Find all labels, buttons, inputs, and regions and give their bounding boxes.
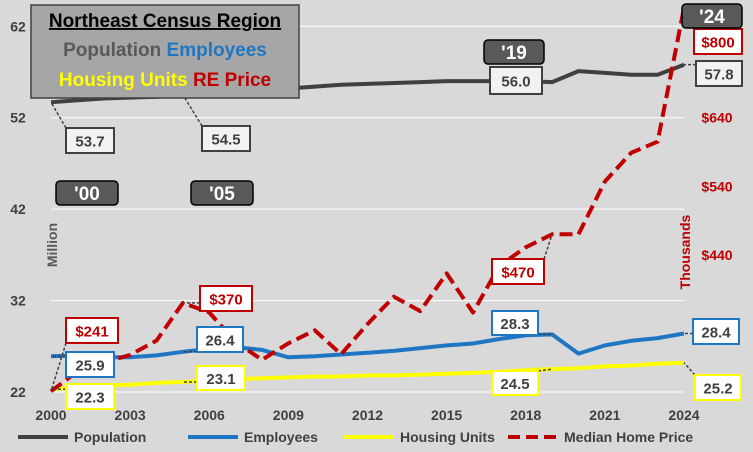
title-subline-part: Housing Units	[59, 70, 188, 91]
callout-labels: 53.7 54.5 56.0 57.8 25.9 26.4 28.3 28.4 22.3 23.1…	[65, 28, 743, 410]
y-left-tick-label: 42	[10, 201, 26, 217]
callout-box	[695, 60, 743, 87]
title-subline: Housing Units RE Price	[59, 70, 271, 91]
callout-leader	[683, 362, 696, 376]
year-badge	[681, 3, 743, 29]
year-badge-label: '00	[74, 184, 100, 205]
year-badge	[483, 39, 545, 65]
callout-leader	[50, 342, 67, 392]
callout-label: 53.7	[75, 134, 104, 151]
callout-box	[489, 66, 543, 95]
title-subline-part: Employees	[161, 40, 267, 61]
year-badges: '00 '05 '19 '24	[55, 3, 743, 206]
callout-label: $241	[75, 324, 108, 341]
callout-leader	[537, 368, 553, 372]
y-right-tick-label: $640	[701, 110, 732, 126]
y-left-tick-label: 32	[10, 293, 26, 309]
callout-label: 22.3	[75, 390, 104, 407]
y-left-axis-label: Million	[44, 223, 60, 267]
y-left-tick-label: 52	[10, 110, 26, 126]
chart-title: Northeast Census Region	[49, 11, 281, 32]
callout-leader	[182, 94, 203, 127]
x-tick-label: 2012	[352, 407, 383, 423]
x-tick-label: 2006	[194, 407, 225, 423]
callout-box	[491, 258, 545, 285]
x-tick-label: 2021	[589, 407, 620, 423]
callout-box	[491, 370, 539, 396]
year-badge-label: '24	[699, 7, 725, 28]
callout-label: 57.8	[704, 67, 733, 84]
callout-box	[491, 310, 539, 336]
legend-label: Employees	[244, 429, 318, 445]
y-right-axis-label: Thousands	[677, 214, 693, 289]
callout-label: 54.5	[211, 132, 240, 149]
title-subline-part: Population	[63, 40, 161, 61]
series-line-housing-units	[50, 360, 685, 392]
series-line-median-home-price	[49, 7, 686, 393]
year-badge	[190, 180, 254, 206]
callout-box	[65, 127, 115, 154]
year-badge-label: '05	[209, 184, 235, 205]
callout-leader	[50, 101, 67, 129]
series-line-employees	[50, 331, 685, 360]
callout-label: $800	[701, 35, 734, 52]
title-box: Northeast Census Region Population Employ…	[30, 4, 300, 99]
callout-label: 23.1	[206, 371, 235, 388]
x-tick-label: 2009	[273, 407, 304, 423]
x-tick-label: 2015	[431, 407, 462, 423]
callout-box	[199, 285, 253, 312]
year-badge	[55, 180, 119, 206]
callout-box	[694, 374, 742, 401]
callout-label: 24.5	[500, 376, 529, 393]
y-right-tick-label: $540	[701, 178, 732, 194]
callout-box	[196, 326, 244, 353]
callout-box	[65, 351, 115, 378]
legend-label: Population	[74, 429, 146, 445]
x-tick-label: 2003	[115, 407, 146, 423]
callout-label: 28.3	[500, 316, 529, 333]
callout-leader	[543, 234, 553, 260]
callout-label: 56.0	[501, 74, 530, 91]
legend: Population Employees Housing Units Median H…	[18, 429, 693, 445]
callout-box	[196, 365, 246, 391]
y-right-tick-label: $440	[701, 247, 732, 263]
callout-label: 25.9	[75, 358, 104, 375]
y-left-tick-label: 62	[10, 18, 26, 34]
year-badge-label: '19	[501, 43, 527, 64]
y-left-tick-label: 22	[10, 384, 26, 400]
callout-box	[692, 318, 740, 345]
callout-box	[693, 28, 743, 55]
callout-label: 26.4	[205, 333, 235, 350]
legend-label: Median Home Price	[564, 429, 693, 445]
title-subline: Population Employees	[63, 40, 267, 61]
callout-box	[201, 125, 251, 152]
callout-label: $370	[209, 292, 242, 309]
title-subline-part: RE Price	[188, 70, 271, 91]
x-tick-label: 2024	[668, 407, 699, 423]
callout-box	[65, 317, 119, 344]
callout-box	[65, 383, 115, 410]
callout-label: 25.2	[703, 381, 732, 398]
title-panel	[30, 4, 300, 99]
x-tick-label: 2000	[35, 407, 66, 423]
callout-label: $470	[501, 265, 534, 282]
callout-label: 28.4	[701, 325, 731, 342]
x-tick-label: 2018	[510, 407, 541, 423]
legend-label: Housing Units	[400, 429, 495, 445]
